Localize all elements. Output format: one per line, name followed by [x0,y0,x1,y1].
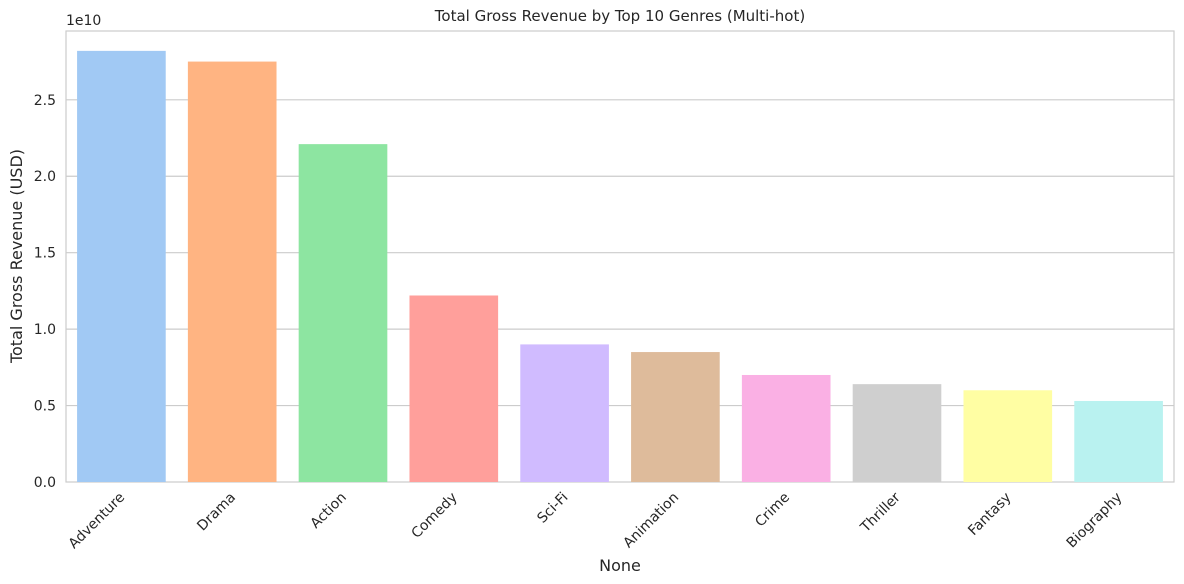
x-tick-label: Fantasy [965,490,1014,539]
y-tick-labels: 0.0 0.5 1.0 1.5 2.0 2.5 [34,93,56,491]
bar-crime [741,374,831,482]
y-offset-label: 1e10 [66,13,101,29]
bar-sci-fi [520,344,609,482]
x-tick-labels: Adventure Drama Action Comedy Sci-Fi Animatio… [66,489,1126,552]
x-tick-label: Action [308,490,350,532]
x-tick-label: Animation [620,490,682,552]
y-tick-label: 2.5 [34,93,56,109]
y-tick-label: 0.5 [34,399,56,415]
y-tick-label: 0.0 [34,475,56,491]
x-axis-label: None [599,556,641,575]
bar-action [298,144,388,482]
bar-thriller [852,384,942,482]
chart-title: Total Gross Revenue by Top 10 Genres (Mu… [434,7,805,25]
y-tick-label: 1.5 [34,246,56,262]
bar-adventure [77,50,166,483]
bar-fantasy [963,390,1053,482]
y-tick-label: 2.0 [34,169,56,185]
bar-drama [187,61,277,483]
x-tick-label: Adventure [66,490,129,553]
y-axis-label: Total Gross Revenue (USD) [7,149,26,364]
x-tick-label: Drama [194,490,239,535]
bar-animation [631,352,720,482]
bar-biography [1074,400,1163,482]
bars [77,50,1163,483]
x-tick-label: Biography [1064,490,1126,552]
x-tick-label: Comedy [408,490,460,542]
bar-comedy [409,295,499,482]
x-tick-label: Crime [752,490,793,531]
x-tick-label: Thriller [857,489,904,536]
y-tick-label: 1.0 [34,322,56,338]
x-tick-label: Sci-Fi [534,490,571,527]
